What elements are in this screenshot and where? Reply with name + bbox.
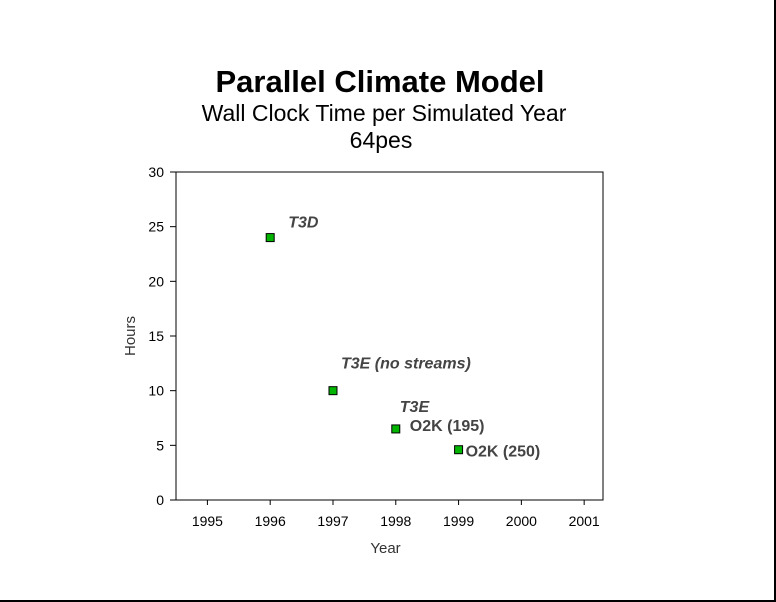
point-label: O2K (250) xyxy=(466,444,541,461)
point-label: O2K (195) xyxy=(410,418,485,435)
y-tick-label: 20 xyxy=(148,273,164,289)
x-tick-label: 2000 xyxy=(506,513,537,529)
y-tick-label: 10 xyxy=(148,383,164,399)
y-axis: 0 5 10 15 20 25 30 xyxy=(148,164,176,508)
y-axis-title: Hours xyxy=(122,316,139,356)
x-tick-label: 1997 xyxy=(317,513,348,529)
data-point xyxy=(454,445,464,455)
point-labels: T3D T3E (no streams) T3E O2K (195) O2K (250) xyxy=(288,215,540,461)
data-point xyxy=(328,386,338,396)
chart-subtitle: Wall Clock Time per Simulated Year xyxy=(201,100,567,126)
y-tick-label: 25 xyxy=(148,219,164,235)
y-tick-label: 0 xyxy=(156,492,164,508)
x-axis-title: Year xyxy=(370,540,400,557)
x-tick-label: 1999 xyxy=(443,513,474,529)
data-markers xyxy=(265,233,464,455)
y-tick-label: 30 xyxy=(148,164,164,180)
x-axis: 1995 1996 1997 1998 1999 2000 2001 xyxy=(192,500,600,529)
y-tick-label: 5 xyxy=(156,437,164,453)
point-label: T3D xyxy=(288,215,319,232)
y-tick-label: 15 xyxy=(148,328,164,344)
x-tick-label: 1996 xyxy=(255,513,286,529)
x-tick-label: 1995 xyxy=(192,513,223,529)
x-tick-label: 1998 xyxy=(380,513,411,529)
chart-subtitle-pes: 64pes xyxy=(349,127,413,153)
x-tick-label: 2001 xyxy=(569,513,600,529)
data-point xyxy=(265,233,275,243)
point-label: T3E xyxy=(400,399,431,416)
point-label: T3E (no streams) xyxy=(341,356,471,373)
chart-title: Parallel Climate Model xyxy=(215,64,545,99)
data-point xyxy=(391,424,401,434)
